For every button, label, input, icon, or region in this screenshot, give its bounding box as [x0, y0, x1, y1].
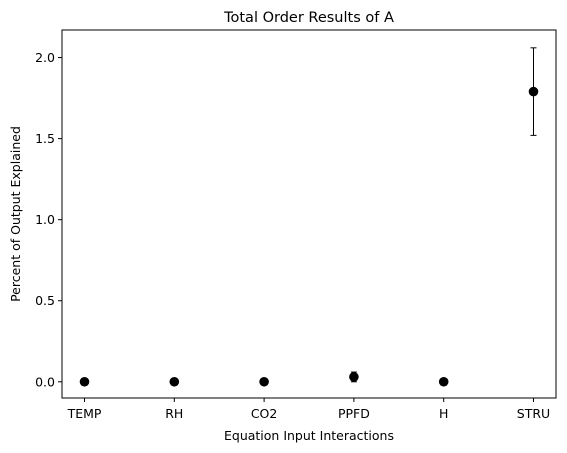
x-tick-label: CO2 — [251, 406, 278, 421]
data-point-rh — [169, 376, 180, 387]
x-tick-label: H — [439, 406, 448, 421]
x-tick-label: RH — [165, 406, 183, 421]
x-tick-label: TEMP — [67, 406, 102, 421]
data-point-temp — [79, 376, 90, 387]
y-tick-label: 0.0 — [35, 374, 55, 389]
x-tick-label: STRU — [517, 406, 550, 421]
x-tick-label: PPFD — [338, 406, 370, 421]
data-point-stru — [528, 86, 539, 97]
data-point-co2 — [259, 376, 269, 387]
data-point-ppfd — [349, 372, 359, 382]
chart-title: Total Order Results of A — [223, 10, 394, 26]
y-tick-label: 1.5 — [35, 131, 55, 146]
y-axis: 0.0 0.5 1.0 1.5 2.0 — [35, 50, 62, 389]
y-tick-label: 0.5 — [35, 293, 55, 308]
data-point-h — [438, 376, 449, 387]
error-bars — [350, 47, 537, 383]
x-axis: TEMP RH CO2 PPFD H STRU — [67, 398, 550, 421]
data-points — [79, 86, 539, 387]
x-axis-label: Equation Input Interactions — [224, 428, 394, 443]
plot-frame — [61, 29, 557, 399]
y-tick-label: 1.0 — [35, 212, 55, 227]
y-axis-label: Percent of Output Explained — [8, 126, 23, 302]
y-tick-label: 2.0 — [35, 50, 55, 65]
